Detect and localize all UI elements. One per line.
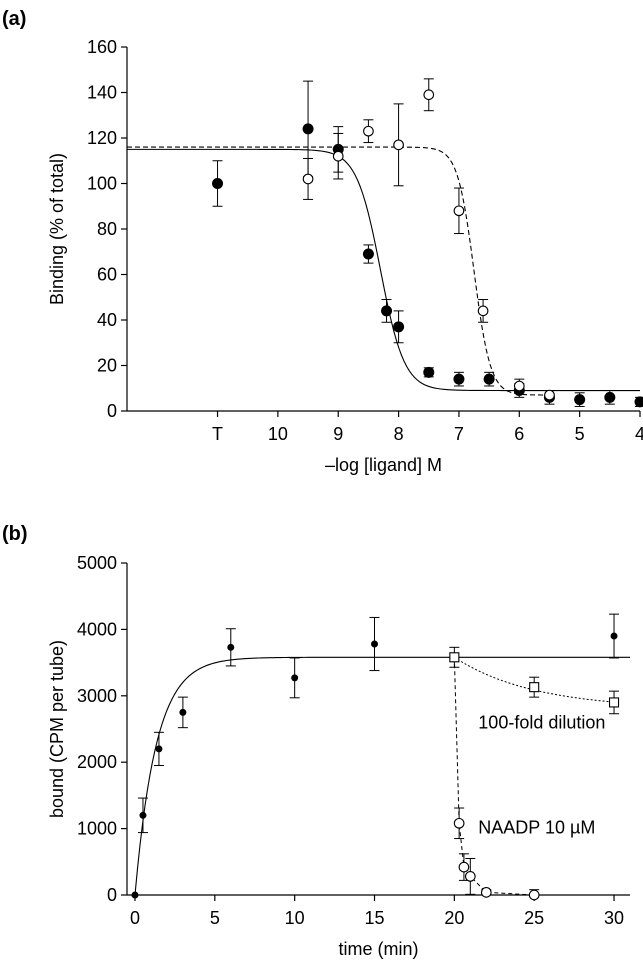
- panel-b-label: (b): [2, 523, 28, 545]
- a-y-tick-label: 120: [87, 128, 117, 148]
- a-y-tick-label: 80: [97, 219, 117, 239]
- a-series-1-point-7: [513, 380, 525, 392]
- b-series-0-point-6: [371, 640, 379, 648]
- dilution-decay-line: [454, 656, 615, 703]
- a-series-1-point-3: [393, 139, 404, 151]
- b-series-1-point-2: [608, 697, 620, 708]
- a-series-1-point-8: [544, 389, 555, 401]
- b-series-1-point-0: [449, 652, 460, 663]
- a-x-tick-label: 6: [514, 424, 524, 444]
- naadp-washout-line: [453, 657, 535, 896]
- a-series-0-point-5: [393, 321, 405, 333]
- a-series-1-point-1: [332, 150, 344, 162]
- b-series-2-point-0: [453, 817, 465, 829]
- chart-a: 0 20 40 60 80 100 120 140 160 T 10 9 8 7 6 5 4 –log [liga…: [47, 37, 643, 475]
- b-y-tick-label: 2000: [77, 752, 117, 772]
- a-x-tick-label: 7: [454, 424, 464, 444]
- a-y-tick-label: 140: [87, 83, 117, 103]
- b-series-2-point-2: [464, 871, 476, 882]
- a-series-0-point-12: [604, 391, 616, 403]
- a-series-0-point-0: [212, 178, 224, 189]
- b-series-0-point-3: [179, 708, 187, 716]
- a-x-tick-label: T: [212, 424, 223, 444]
- a-series-0-point-1: [302, 123, 314, 135]
- a-y-axis-title: Binding (% of total): [47, 153, 67, 305]
- b-x-tick-label: 15: [364, 908, 384, 928]
- b-y-tick-label: 5000: [77, 553, 117, 573]
- a-series-1-point-5: [453, 205, 465, 217]
- a-x-tick-label: 9: [333, 424, 343, 444]
- a-series-0-point-7: [453, 373, 465, 385]
- a-y-tick-label: 160: [87, 37, 117, 57]
- a-series-1-fit-curve: [127, 146, 550, 396]
- b-series-2-point-4: [528, 889, 540, 901]
- a-y-tick-label: 60: [97, 265, 117, 285]
- b-series-0-point-2: [155, 745, 163, 753]
- a-y-tick-label: 40: [97, 310, 117, 330]
- a-series-1-point-0: [302, 173, 314, 185]
- a-x-tick-label: 8: [394, 424, 404, 444]
- b-series-0-fit-curve: [134, 656, 630, 896]
- a-series-0-point-11: [574, 394, 586, 406]
- b-annotation-0: 100-fold dilution: [478, 712, 605, 732]
- panel-a-label: (a): [2, 8, 26, 30]
- b-y-tick-label: 4000: [77, 619, 117, 639]
- b-series-0-point-4: [227, 643, 235, 651]
- a-series-0-fit-curve: [127, 148, 640, 392]
- a-x-tick-label: 10: [268, 424, 288, 444]
- a-x-tick-label: 5: [575, 424, 585, 444]
- b-series-0-point-7: [610, 632, 618, 640]
- b-y-tick-label: 3000: [77, 686, 117, 706]
- a-x-axis-title: –log [ligand] M: [325, 455, 442, 475]
- a-y-tick-label: 0: [107, 401, 117, 421]
- chart-b: 0 1000 2000 3000 4000 5000 0 5 10 15 20 25 30 time (m…: [47, 553, 630, 959]
- b-series-1-point-1: [529, 682, 540, 693]
- a-series-1-point-2: [363, 125, 374, 137]
- b-y-axis-title: bound (CPM per tube): [47, 640, 67, 818]
- b-x-tick-label: 5: [210, 908, 220, 928]
- b-annotation-1: NAADP 10 µM: [478, 817, 595, 837]
- b-series-0-point-1: [139, 811, 147, 819]
- b-x-tick-label: 20: [444, 908, 464, 928]
- b-y-tick-label: 0: [107, 885, 117, 905]
- a-y-tick-label: 100: [87, 174, 117, 194]
- a-series-0-point-3: [362, 248, 374, 260]
- a-y-tick-label: 20: [97, 356, 117, 376]
- b-series-0-point-5: [291, 674, 299, 682]
- a-series-1-point-6: [477, 305, 489, 317]
- b-x-tick-label: 30: [604, 908, 624, 928]
- b-x-axis-title: time (min): [339, 939, 419, 959]
- b-series-0-point-0: [131, 891, 139, 899]
- b-x-tick-label: 0: [130, 908, 140, 928]
- a-series-0-point-13: [634, 396, 643, 408]
- a-series-0-point-6: [423, 366, 435, 378]
- b-series-2-point-1: [458, 861, 470, 873]
- a-series-0-point-4: [381, 305, 393, 317]
- b-series-2-point-3: [480, 886, 492, 898]
- b-x-tick-label: 25: [524, 908, 544, 928]
- a-series-1-point-4: [423, 89, 435, 101]
- a-x-tick-label: 4: [635, 424, 643, 444]
- a-series-0-point-8: [483, 373, 495, 385]
- b-y-tick-label: 1000: [77, 819, 117, 839]
- b-x-tick-label: 10: [285, 908, 305, 928]
